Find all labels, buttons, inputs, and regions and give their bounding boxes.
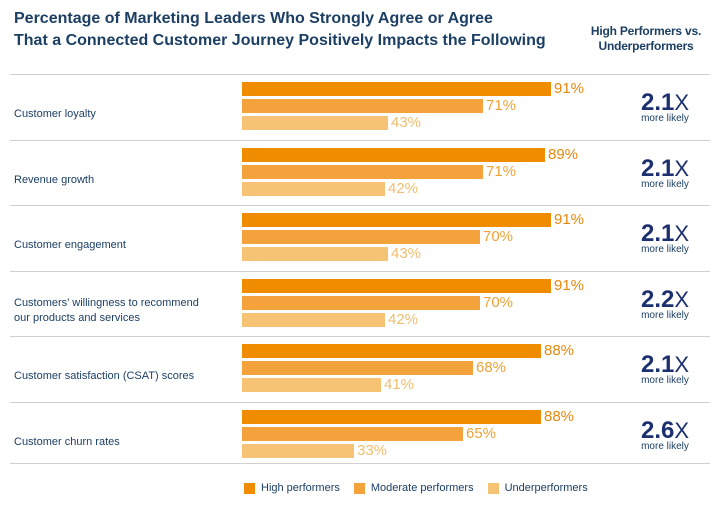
category-label-line: Customer engagement — [14, 239, 126, 251]
bar-mod — [242, 164, 483, 179]
category-label: Customer engagement — [14, 238, 234, 253]
bar-value-label: 91% — [554, 276, 585, 294]
legend-swatch-high — [244, 482, 255, 494]
chart-title: Percentage of Marketing Leaders Who Stro… — [14, 8, 574, 52]
category-label: Customer loyalty — [14, 107, 234, 122]
comparison-header-line-2: Underperformers — [598, 39, 694, 53]
bar-value-label: 42% — [388, 310, 419, 328]
chart-title-line-1: Percentage of Marketing Leaders Who Stro… — [14, 10, 493, 27]
multiplier-caption: more likely — [641, 178, 689, 190]
bar-value-label: 70% — [483, 228, 514, 245]
bar-value-label: 33% — [357, 441, 388, 459]
legend-label-moderate: Moderate performers — [370, 482, 474, 494]
bar-value-label: 65% — [466, 424, 497, 442]
multiplier-unit: X — [674, 90, 690, 115]
category-label: Customer satisfaction (CSAT) scores — [14, 369, 234, 384]
multiplier-value: 2.2X — [640, 285, 690, 313]
category-label: Revenue growth — [14, 173, 234, 188]
bar-value-label: 43% — [391, 245, 422, 262]
group-divider — [10, 401, 710, 403]
category-label-line: Revenue growth — [14, 173, 95, 186]
category-label-line: our products and services — [14, 311, 140, 324]
bar-value-label: 91% — [554, 80, 585, 97]
multiplier-badge: 2.1X more likely — [620, 154, 710, 190]
multiplier-caption: more likely — [641, 244, 689, 255]
multiplier-unit: X — [674, 286, 690, 312]
bar-under — [242, 443, 354, 458]
bar-under — [242, 378, 381, 392]
bar-value-label: 88% — [544, 407, 575, 425]
category-label-line: Customer churn rates — [14, 435, 120, 448]
multiplier-caption: more likely — [641, 375, 689, 386]
multiplier-caption: more likely — [641, 309, 689, 321]
category-label-line: Customer satisfaction (CSAT) scores — [14, 370, 195, 382]
multiplier-badge: 2.2X more likely — [620, 285, 710, 321]
multiplier-caption: more likely — [641, 113, 689, 124]
category-label-line: Customers’ willingness to recommend — [14, 296, 199, 309]
multiplier-badge: 2.1X more likely — [620, 351, 710, 387]
multiplier-value: 2.1X — [640, 89, 690, 116]
comparison-header: High Performers vs. Underperformers — [578, 24, 714, 54]
chart-legend: High performers Moderate performers Unde… — [244, 482, 602, 494]
bar-high — [242, 82, 551, 96]
legend-label-under: Underperformers — [504, 482, 588, 494]
bar-value-label: 70% — [483, 293, 514, 311]
multiplier-badge: 2.6X more likely — [620, 416, 710, 452]
legend-label-high: High performers — [261, 482, 340, 494]
bar-value-label: 43% — [391, 114, 422, 131]
multiplier-unit: X — [674, 352, 690, 377]
group-divider — [10, 205, 710, 206]
bar-mod — [242, 361, 473, 375]
bar-value-label: 68% — [476, 359, 507, 376]
group-divider — [10, 139, 710, 141]
legend-item-under: Underperformers — [487, 482, 588, 494]
category-label: Customer churn rates — [14, 435, 234, 450]
legend-swatch-moderate — [353, 482, 365, 494]
bar-value-label: 89% — [548, 145, 579, 163]
chart-title-line-2: That a Connected Customer Journey Positi… — [14, 32, 546, 49]
multiplier-unit: X — [674, 221, 690, 246]
bar-under — [242, 312, 385, 327]
bar-value-label: 88% — [544, 342, 575, 359]
multiplier-value: 2.1X — [640, 154, 690, 182]
multiplier-value: 2.1X — [640, 351, 690, 378]
bar-high — [242, 344, 541, 358]
multiplier-badge: 2.1X more likely — [620, 220, 710, 256]
bar-value-label: 41% — [384, 376, 415, 393]
multiplier-unit: X — [674, 417, 690, 443]
bar-value-label: 91% — [554, 211, 585, 228]
bar-value-label: 71% — [486, 162, 517, 180]
category-label: Customers’ willingness to recommend our p… — [14, 296, 234, 326]
bar-high — [242, 278, 551, 293]
category-label-line: Customer loyalty — [14, 108, 96, 120]
bar-mod — [242, 230, 480, 244]
group-divider — [10, 336, 710, 337]
bar-under — [242, 181, 385, 196]
multiplier-value: 2.6X — [640, 416, 690, 444]
group-divider — [10, 74, 710, 75]
multiplier-value: 2.1X — [640, 220, 690, 247]
bar-high — [242, 409, 541, 424]
multiplier-caption: more likely — [641, 440, 689, 452]
bar-mod — [242, 426, 463, 441]
bar-mod — [242, 295, 480, 310]
bar-high — [242, 213, 551, 227]
bar-mod — [242, 99, 483, 113]
legend-item-moderate: Moderate performers — [353, 482, 474, 494]
legend-swatch-under — [487, 482, 499, 494]
bar-high — [242, 147, 545, 162]
bar-value-label: 42% — [388, 179, 419, 197]
group-divider — [10, 270, 710, 272]
bar-under — [242, 116, 388, 130]
multiplier-unit: X — [674, 155, 690, 181]
bar-under — [242, 247, 388, 261]
bar-value-label: 71% — [486, 97, 517, 114]
comparison-header-line-1: High Performers vs. — [590, 24, 702, 38]
multiplier-badge: 2.1X more likely — [620, 89, 710, 125]
legend-item-high: High performers — [244, 482, 340, 494]
group-divider — [10, 463, 710, 464]
